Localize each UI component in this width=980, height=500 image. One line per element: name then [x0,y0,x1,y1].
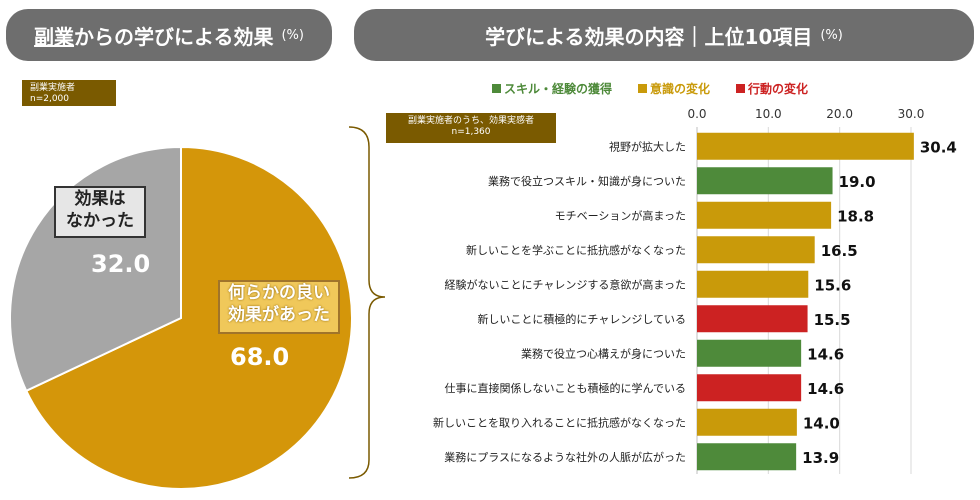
legend-item-skill: スキル・経験の獲得 [492,79,612,97]
bar-value-label: 13.9 [802,449,839,467]
legend-label-mindset: 意識の変化 [650,81,711,96]
bar [697,167,833,195]
bar-category-label: 新しいことを取り入れることに抵抗感がなくなった [433,415,686,429]
right-title-unit: (%) [820,27,843,43]
pie-label-no-effect-line2: なかった [66,211,134,231]
legend-item-behavior: 行動の変化 [736,79,808,97]
sample-tag-right: 副業実施者のうち、効果実感者 n=1,360 [386,113,556,143]
left-title-underlined: 副業 [34,24,75,49]
legend-swatch-mindset [638,83,648,93]
pie-value-good-effect: 68.0 [230,343,290,371]
bar-value-label: 19.0 [839,173,876,191]
legend-swatch-behavior [736,83,746,93]
bar [697,236,815,264]
legend-item-mindset: 意識の変化 [638,79,710,97]
bar-value-label: 14.6 [807,345,844,363]
bar-category-label: 新しいことに積極的にチャレンジしている [477,312,686,326]
pie-label-good-effect-line1: 何らかの良い [228,283,330,303]
left-title-text: からの学びによる効果 [74,24,274,49]
right-section-title: 学びによる効果の内容｜上位10項目 (%) [354,9,974,61]
bar-category-label: 視野が拡大した [609,139,686,153]
bar [697,408,797,436]
legend-label-skill: スキル・経験の獲得 [504,81,613,96]
pie-value-no-effect: 32.0 [91,250,151,278]
sample-tag-left-n: n=2,000 [30,94,70,104]
sample-tag-right-n: n=1,360 [451,127,491,137]
bar [697,339,802,367]
legend-label-behavior: 行動の変化 [748,81,809,96]
legend-swatch-skill [492,83,501,93]
pie-slice-good-effect [24,145,353,490]
x-tick-label: 0.0 [687,107,706,121]
left-title-unit: (%) [281,27,304,43]
x-tick-label: 20.0 [826,107,853,121]
x-tick-label: 30.0 [898,107,925,121]
sample-tag-left: 副業実施者 n=2,000 [22,80,116,106]
pie-label-no-effect: 効果は なかった [54,186,146,238]
bar [697,374,802,402]
pie-label-no-effect-line1: 効果は [74,189,126,209]
bar [697,443,797,471]
bar-category-label: 経験がないことにチャレンジする意欲が高まった [445,277,686,291]
bar-category-label: 業務にプラスになるような社外の人脈が広がった [444,450,686,464]
pie-label-good-effect-line2: 効果があった [228,305,330,325]
bar [697,270,809,298]
bar-category-label: 仕事に直接関係しないことも積極的に学んでいる [445,381,686,395]
left-section-title: 副業 からの学びによる効果 (%) [6,9,332,61]
right-title-text: 学びによる効果の内容｜上位10項目 [485,24,813,49]
bar-value-label: 16.5 [821,242,858,260]
bar-category-label: 業務で役立つスキル・知識が身についた [488,174,686,188]
bar-legend: スキル・経験の獲得 意識の変化 行動の変化 [492,79,808,97]
sample-tag-left-label: 副業実施者 [30,83,76,93]
bar-value-label: 15.5 [814,311,851,329]
bar [697,132,914,160]
bar-value-label: 14.0 [803,414,840,432]
bar [697,305,808,333]
bar-value-label: 30.4 [920,138,957,156]
bar-category-label: 新しいことを学ぶことに抵抗感がなくなった [466,243,686,257]
x-tick-label: 10.0 [755,107,782,121]
bar [697,201,832,229]
bar-value-label: 18.8 [837,207,874,225]
sample-tag-right-label: 副業実施者のうち、効果実感者 [407,116,534,126]
pie-label-good-effect: 何らかの良い 効果があった [218,280,340,334]
bar-value-label: 14.6 [807,380,844,398]
bar-category-label: 業務で役立つ心構えが身についた [521,346,686,360]
bar-category-label: モチベーションが高まった [555,208,686,222]
bar-value-label: 15.6 [814,276,851,294]
